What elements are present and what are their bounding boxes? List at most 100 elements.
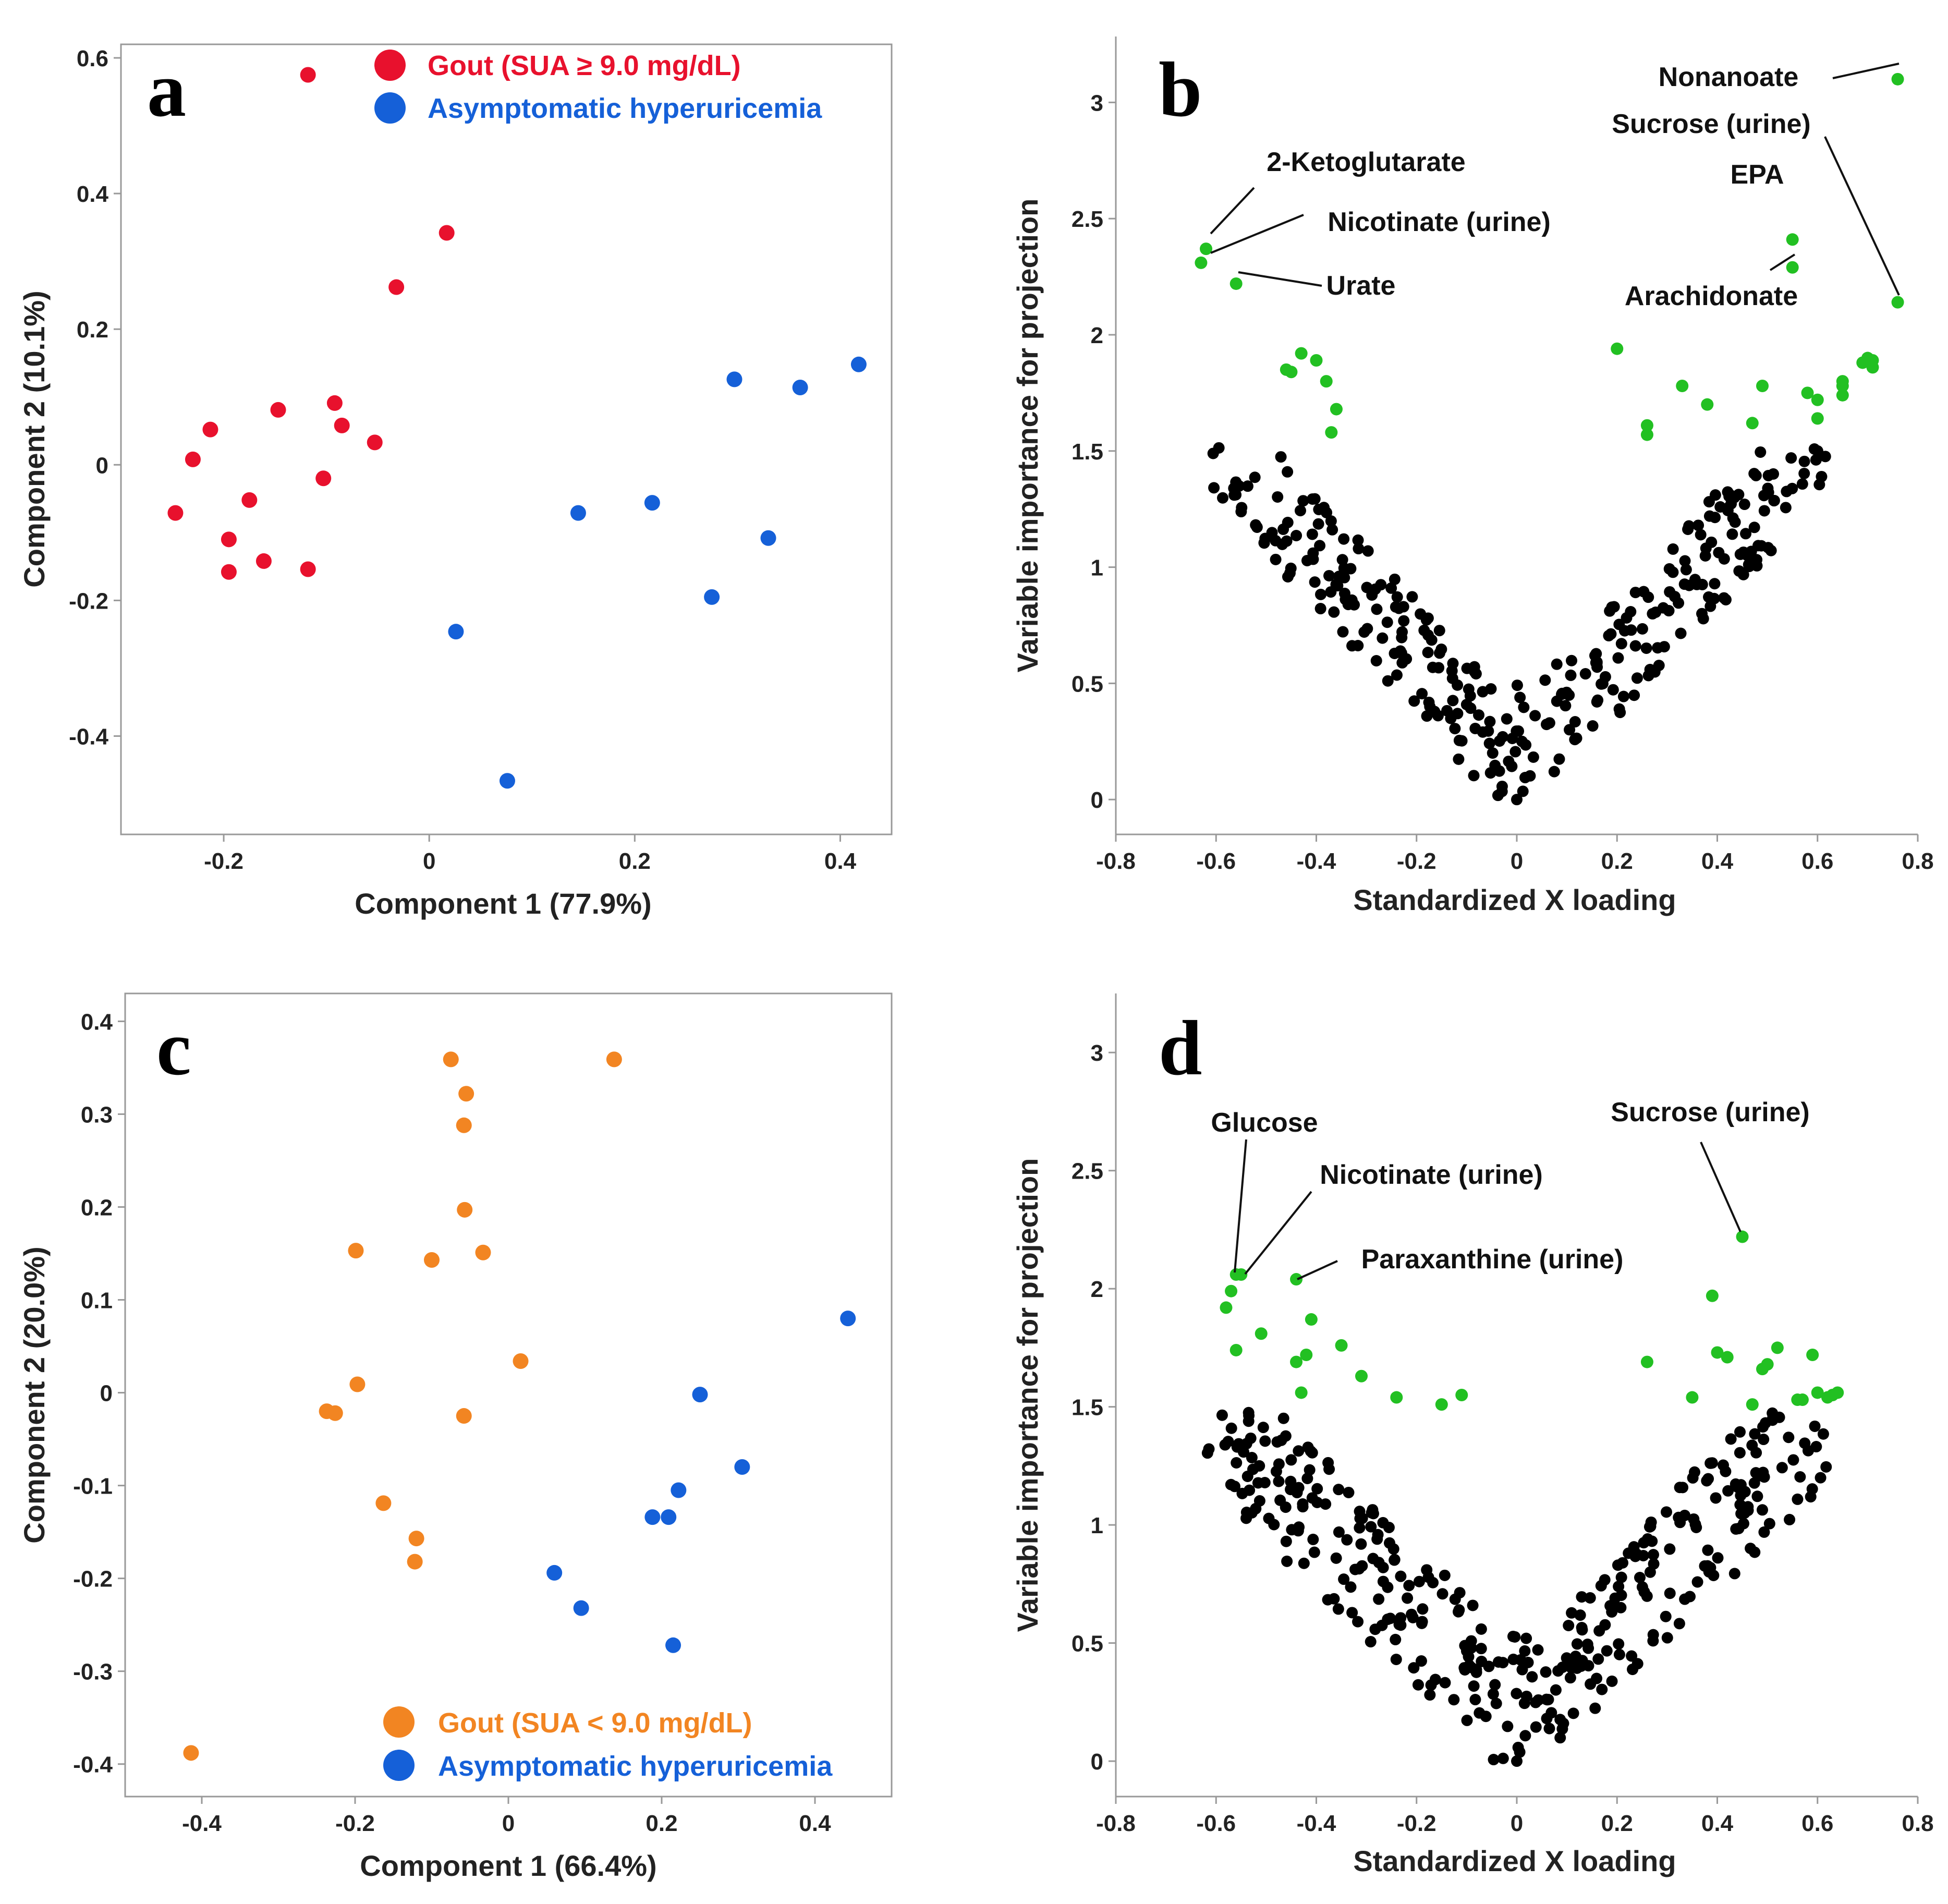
panel-b-point — [1370, 654, 1382, 666]
panel-d-point — [1353, 1563, 1365, 1575]
panel-d-point — [1514, 1746, 1526, 1758]
panel-a-point-gout — [367, 434, 383, 451]
panel-d-point — [1352, 1616, 1364, 1628]
panel-b-point — [1762, 469, 1774, 481]
panel-b-point — [1276, 538, 1288, 550]
panel-b-vip-point — [1285, 366, 1298, 379]
panel-b-vip-point — [1195, 256, 1208, 269]
panel-d-point — [1613, 1648, 1625, 1660]
panel-d-xlabel: Standardized X loading — [1353, 1845, 1676, 1877]
panel-d-point — [1509, 1631, 1521, 1643]
panel-d-vip-point — [1455, 1389, 1468, 1401]
panel-b-point — [1468, 661, 1480, 673]
panel-d-point — [1542, 1693, 1554, 1705]
panel-d-point — [1630, 1548, 1642, 1560]
panel-d-point — [1746, 1439, 1758, 1451]
panel-b-point — [1748, 522, 1760, 533]
panel-d-point — [1532, 1694, 1544, 1706]
panel-d-point — [1552, 1665, 1564, 1677]
panel-d-point — [1612, 1559, 1624, 1571]
panel-b-point — [1307, 553, 1319, 565]
panel-d-point — [1308, 1546, 1320, 1558]
panel-a-point-gout — [221, 531, 237, 548]
panel-d-point — [1660, 1506, 1672, 1518]
panel-b-point — [1615, 638, 1627, 650]
panel-a-frame — [120, 43, 893, 835]
panel-c-point-ahu — [734, 1459, 750, 1475]
panel-d-point — [1643, 1521, 1655, 1533]
panel-b-point — [1751, 554, 1763, 566]
panel-d-vip-point — [1721, 1351, 1734, 1364]
panel-b-point — [1456, 735, 1468, 747]
panel-d-xtick-label: 0.6 — [1801, 1811, 1833, 1836]
panel-b-point — [1608, 601, 1620, 613]
panel-d-point — [1322, 1457, 1334, 1469]
panel-b-vip-point — [1811, 412, 1824, 425]
panel-a-label: a — [147, 46, 186, 133]
panel-d-vip-point — [1290, 1355, 1303, 1368]
panel-b-point — [1664, 586, 1676, 598]
panel-c-point-gout — [458, 1086, 474, 1102]
panel-b-ytick-label: 2.5 — [1072, 207, 1103, 232]
panel-b-point — [1733, 489, 1745, 501]
panel-d-point — [1545, 1707, 1557, 1719]
panel-d-point — [1776, 1462, 1788, 1474]
panel-d-ytick-label: 1.5 — [1072, 1395, 1103, 1421]
panel-d-point — [1758, 1526, 1770, 1538]
annotation-nicotinate-urine-d: Nicotinate (urine) — [1320, 1160, 1543, 1190]
panel-d-point — [1592, 1653, 1604, 1665]
panel-d-annotations — [1234, 1139, 1742, 1280]
panel-d-point — [1427, 1576, 1439, 1588]
panel-c-point-gout — [443, 1051, 459, 1068]
panel-b-point — [1762, 542, 1774, 554]
panel-b-point — [1679, 555, 1691, 567]
panel-d-point — [1677, 1482, 1689, 1494]
panel-b-point — [1811, 445, 1823, 457]
panel-b-point — [1697, 613, 1709, 625]
panel-d-point — [1702, 1544, 1714, 1556]
panel-d-point — [1810, 1441, 1822, 1453]
panel-c-point-gout — [475, 1244, 491, 1260]
panel-b-vip-point — [1866, 354, 1879, 367]
panel-d-point — [1490, 1697, 1502, 1709]
panel-b-point — [1487, 747, 1499, 759]
panel-b-vip-point — [1701, 398, 1714, 411]
panel-d-point — [1475, 1643, 1487, 1655]
panel-b-point — [1631, 672, 1643, 684]
panel-d-point — [1412, 1679, 1424, 1691]
annotation-sucrose-urine-b: Sucrose (urine) — [1612, 109, 1810, 139]
panel-b-point — [1726, 528, 1738, 540]
panel-b-point — [1501, 713, 1513, 725]
panel-b-point — [1290, 530, 1302, 542]
panel-b-point — [1780, 502, 1792, 514]
panel-d-point — [1815, 1472, 1827, 1484]
panel-d-point — [1219, 1439, 1231, 1451]
panel-d-point — [1311, 1483, 1323, 1495]
panel-b-point — [1325, 586, 1337, 598]
panel-d-point — [1467, 1599, 1479, 1611]
panel-d-point — [1307, 1533, 1319, 1545]
panel-d-point — [1519, 1730, 1531, 1742]
panel-a-point-gout — [202, 421, 218, 438]
panel-b-point — [1326, 524, 1338, 536]
panel-d-xtick-label: 0.8 — [1902, 1811, 1933, 1836]
panel-d-point — [1601, 1645, 1613, 1657]
panel-b-point — [1282, 516, 1294, 528]
panel-b-point — [1628, 689, 1640, 701]
panel-b-point — [1539, 674, 1551, 686]
panel-b-point — [1642, 670, 1654, 682]
panel-d-vip-point — [1831, 1386, 1844, 1399]
panel-d-point — [1403, 1580, 1415, 1592]
panel-b-point — [1449, 723, 1461, 735]
panel-d-point — [1365, 1636, 1377, 1648]
panel-b-point — [1758, 505, 1770, 517]
panel-d-point — [1589, 1702, 1601, 1714]
panel-d-point — [1390, 1654, 1402, 1666]
panel-b-point — [1328, 606, 1340, 618]
legend-a-gout-marker — [374, 50, 406, 81]
panel-d-xtick-label: -0.6 — [1196, 1811, 1236, 1836]
panel-d-point — [1298, 1557, 1310, 1569]
panel-b-point — [1352, 534, 1364, 546]
panel-b-point — [1318, 502, 1330, 514]
panel-b-point — [1362, 545, 1374, 557]
